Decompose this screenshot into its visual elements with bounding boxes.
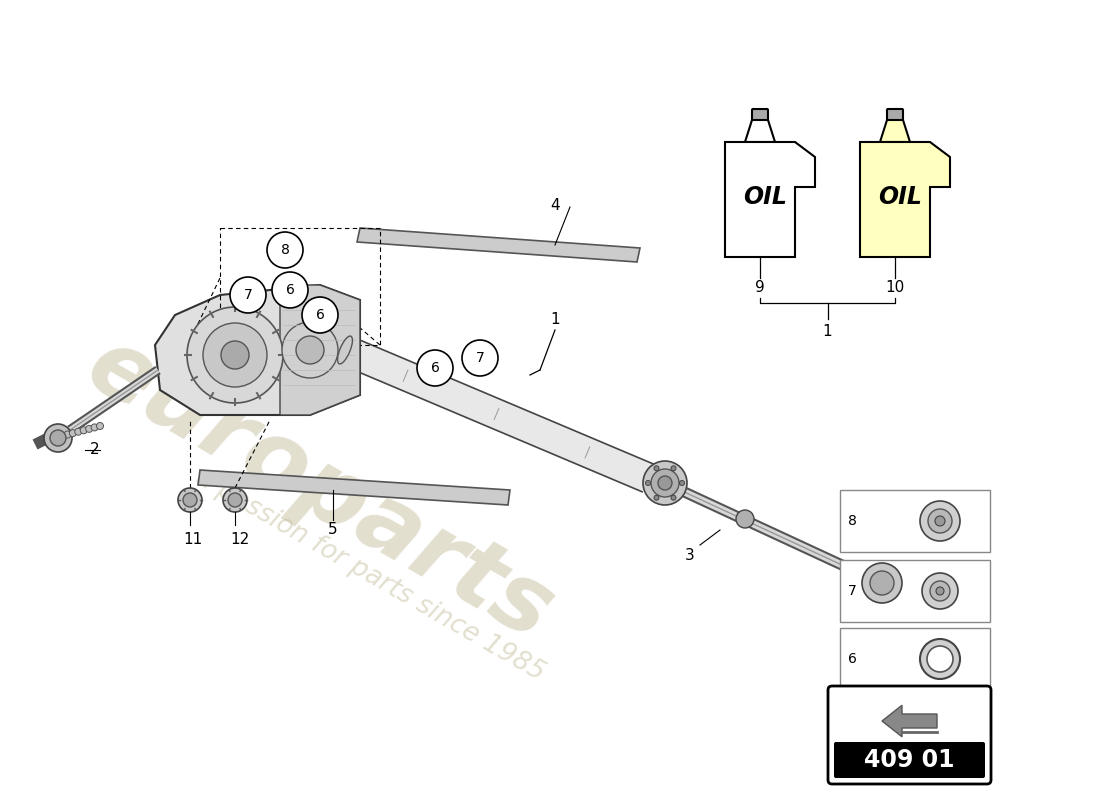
Text: 7: 7	[243, 288, 252, 302]
Text: 10: 10	[886, 281, 904, 295]
Circle shape	[736, 510, 754, 528]
Text: 1: 1	[550, 313, 560, 327]
Text: a passion for parts since 1985: a passion for parts since 1985	[191, 464, 549, 686]
Circle shape	[922, 573, 958, 609]
Circle shape	[935, 516, 945, 526]
FancyBboxPatch shape	[840, 490, 990, 552]
Text: 7: 7	[848, 584, 857, 598]
Circle shape	[86, 426, 92, 432]
Polygon shape	[155, 285, 360, 415]
Circle shape	[462, 340, 498, 376]
Circle shape	[927, 646, 953, 672]
FancyBboxPatch shape	[828, 686, 991, 784]
Circle shape	[223, 488, 248, 512]
Text: 12: 12	[230, 533, 250, 547]
Polygon shape	[882, 706, 937, 737]
Polygon shape	[860, 142, 950, 257]
FancyBboxPatch shape	[887, 109, 903, 121]
Polygon shape	[725, 142, 815, 257]
Polygon shape	[880, 120, 910, 142]
Circle shape	[658, 476, 672, 490]
Circle shape	[870, 571, 894, 595]
Circle shape	[862, 563, 902, 603]
Circle shape	[920, 639, 960, 679]
Text: 8: 8	[848, 514, 857, 528]
Circle shape	[69, 430, 76, 437]
Text: 6: 6	[430, 361, 439, 375]
FancyBboxPatch shape	[834, 742, 984, 778]
Text: 1: 1	[823, 323, 833, 338]
Circle shape	[44, 424, 72, 452]
Polygon shape	[198, 470, 510, 505]
Circle shape	[272, 272, 308, 308]
Text: 2: 2	[90, 442, 100, 458]
Circle shape	[50, 430, 66, 446]
Circle shape	[80, 426, 87, 434]
Circle shape	[64, 431, 70, 438]
Circle shape	[646, 481, 650, 486]
Circle shape	[654, 495, 659, 500]
Text: 11: 11	[184, 533, 202, 547]
Circle shape	[178, 488, 202, 512]
FancyBboxPatch shape	[840, 628, 990, 690]
Circle shape	[930, 581, 950, 601]
Circle shape	[267, 232, 303, 268]
Circle shape	[91, 424, 98, 431]
Circle shape	[671, 466, 676, 470]
Text: 409 01: 409 01	[865, 748, 955, 772]
FancyBboxPatch shape	[840, 560, 990, 622]
FancyBboxPatch shape	[752, 109, 768, 121]
Circle shape	[680, 481, 684, 486]
Text: 7: 7	[475, 351, 484, 365]
Polygon shape	[745, 120, 776, 142]
Circle shape	[75, 428, 81, 435]
Text: OIL: OIL	[878, 186, 922, 210]
Circle shape	[654, 466, 659, 470]
Text: 5: 5	[328, 522, 338, 538]
Text: 6: 6	[316, 308, 324, 322]
Circle shape	[936, 587, 944, 595]
Ellipse shape	[338, 336, 352, 364]
Circle shape	[230, 277, 266, 313]
Text: OIL: OIL	[744, 186, 786, 210]
Polygon shape	[280, 285, 360, 415]
Circle shape	[221, 341, 249, 369]
Circle shape	[928, 509, 952, 533]
Text: 9: 9	[755, 281, 764, 295]
Polygon shape	[339, 336, 653, 492]
Text: 3: 3	[685, 547, 695, 562]
Circle shape	[187, 307, 283, 403]
Circle shape	[296, 336, 324, 364]
Circle shape	[651, 469, 679, 497]
Circle shape	[97, 422, 103, 430]
Circle shape	[183, 493, 197, 507]
Text: europarts: europarts	[70, 320, 569, 660]
Circle shape	[302, 297, 338, 333]
Circle shape	[417, 350, 453, 386]
Circle shape	[58, 433, 66, 439]
Circle shape	[671, 495, 676, 500]
Circle shape	[920, 501, 960, 541]
Circle shape	[282, 322, 338, 378]
Text: 4: 4	[550, 198, 560, 213]
Circle shape	[228, 493, 242, 507]
Text: 8: 8	[280, 243, 289, 257]
Circle shape	[644, 461, 688, 505]
Text: 6: 6	[286, 283, 295, 297]
Circle shape	[204, 323, 267, 387]
Text: 6: 6	[848, 652, 857, 666]
Polygon shape	[358, 228, 640, 262]
